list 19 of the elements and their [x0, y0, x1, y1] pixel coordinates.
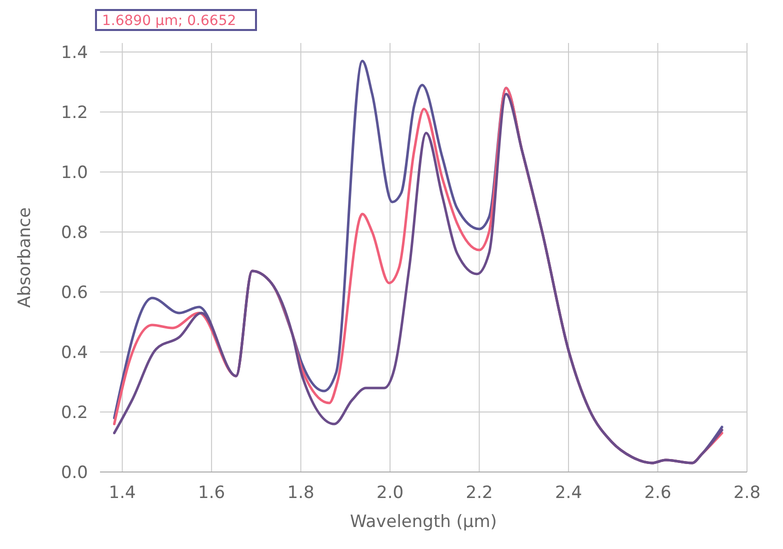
x-tick-label: 2.8: [733, 483, 761, 503]
y-tick-label: 0.2: [60, 403, 88, 423]
x-axis-title: Wavelength (µm): [350, 512, 497, 532]
x-tick-label: 1.6: [198, 483, 226, 503]
y-tick-label: 1.2: [60, 103, 88, 123]
text: 1.6890 µm; 0.6652: [102, 13, 236, 29]
x-tick-label: 1.8: [287, 483, 314, 503]
x-tick-label: 2.6: [644, 483, 672, 503]
y-tick-label: 0.0: [60, 463, 88, 483]
x-tick-label: 2.2: [466, 483, 493, 503]
y-tick-label: 1.4: [60, 43, 88, 63]
x-tick-label: 1.4: [108, 483, 136, 503]
y-axis-title: Absorbance: [15, 207, 35, 308]
y-tick-label: 0.6: [60, 283, 88, 303]
x-tick-label: 2.4: [554, 483, 582, 503]
y-tick-label: 1.0: [60, 163, 88, 183]
y-tick-label: 0.8: [60, 223, 88, 243]
y-tick-label: 0.4: [60, 343, 88, 363]
x-tick-label: 2.0: [376, 483, 404, 503]
